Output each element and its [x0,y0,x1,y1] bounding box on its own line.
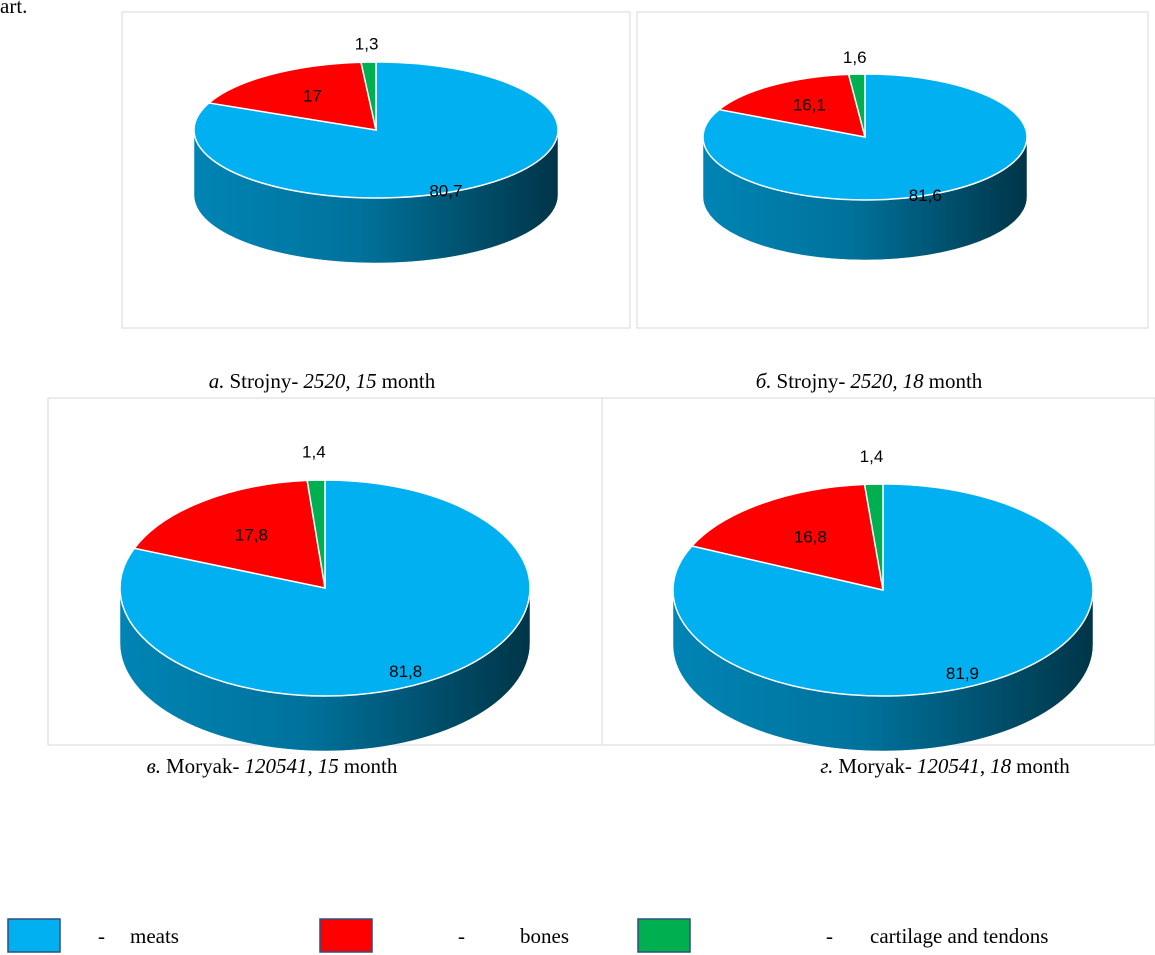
caption-part: month [929,369,983,393]
caption-part: 2520, [850,369,897,393]
caption: б. Strojny- 2520, 18 month [756,369,983,393]
caption-part: 18 [903,369,925,393]
pie-slice [863,483,884,591]
pie-slice [847,73,866,138]
caption-part: 15 [318,754,339,778]
caption-part: month [382,369,436,393]
caption-part: г. [820,754,833,778]
caption-part: Moryak- [838,754,911,778]
data-label: 16,1 [793,96,826,115]
caption-part: Strojny- [229,369,298,393]
pie-slice [717,73,867,138]
legend-label: bones [520,924,569,948]
caption-part: 120541, [917,754,985,778]
data-label: 16,8 [794,528,827,547]
caption-part: б. [756,369,772,393]
pie-slice [133,479,326,589]
data-label: 1,3 [355,35,379,54]
data-label: 81,8 [389,662,422,681]
caption-part: month [344,754,398,778]
caption-part: 18 [990,754,1012,778]
chart-frame [636,11,1149,329]
data-label: 1,6 [843,48,867,67]
legend-label: meats [130,924,179,948]
pie-slice [360,61,377,131]
chart-frame [121,11,631,329]
caption: г. Moryak- 120541, 18 month [820,754,1070,778]
data-label: 80,7 [429,181,462,200]
caption-part: month [1016,754,1070,778]
legend-swatch [637,918,691,953]
data-label: 17 [303,86,322,105]
legend-swatch [319,918,373,953]
pie-slice [306,479,326,589]
legend-swatch [7,918,61,953]
legend-separator: - [98,924,105,948]
caption-part: а. [209,369,225,393]
caption: а. Strojny- 2520, 15 month [209,369,436,393]
data-label: 17,8 [235,526,268,545]
data-label: 1,4 [860,447,884,466]
data-label: 81,6 [909,186,942,205]
pie-slice [690,483,884,591]
legend-label: cartilage and tendons [870,924,1048,948]
caption-part: 2520, [303,369,350,393]
pie-slice [207,61,377,131]
header-fragment: art. [0,0,27,18]
data-label: 1,4 [302,443,326,462]
legend-separator: - [826,924,833,948]
caption-part: Strojny- [777,369,846,393]
caption-part: в. [147,754,161,778]
legend-separator: - [458,924,465,948]
caption-part: 120541, [244,754,312,778]
caption-part: 15 [356,369,377,393]
caption: в. Moryak- 120541, 15 month [147,754,398,778]
caption-part: Moryak- [166,754,239,778]
data-label: 81,9 [946,664,979,683]
